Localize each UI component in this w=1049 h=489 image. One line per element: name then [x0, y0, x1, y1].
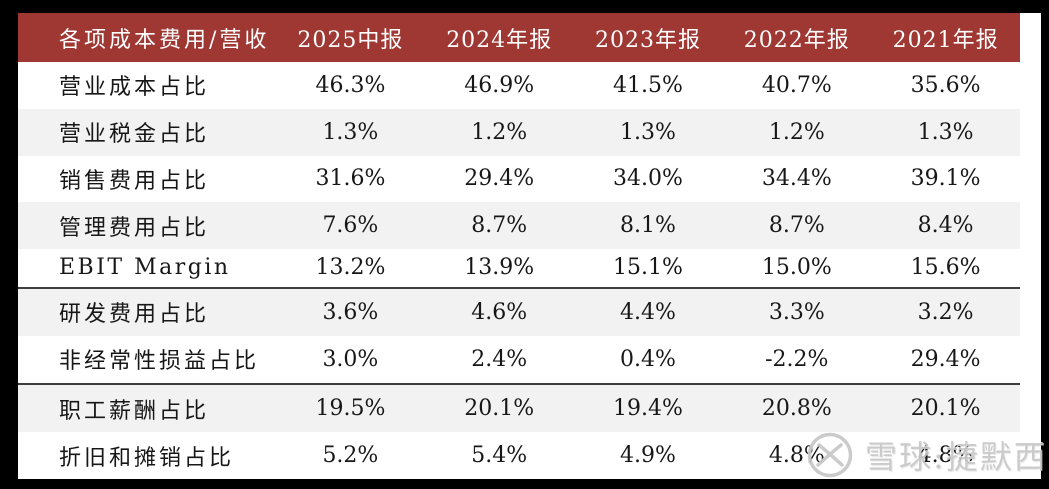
- cell-value: 8.4%: [871, 202, 1020, 250]
- header-col-2024-annual: 2024年报: [424, 13, 574, 62]
- cell-value: 19.5%: [276, 382, 425, 433]
- header-col-2023-annual: 2023年报: [573, 13, 723, 62]
- row-label: 折旧和摊销占比: [18, 432, 276, 479]
- header-col-2022-annual: 2022年报: [722, 13, 872, 62]
- cell-value: 3.2%: [871, 286, 1020, 336]
- table-row-ebit-margin: EBIT Margin 13.2% 13.9% 15.1% 15.0% 15.6…: [18, 249, 1020, 288]
- cell-value: 3.0%: [276, 335, 425, 384]
- cell-value: 15.1%: [573, 249, 723, 288]
- cell-value: 4.6%: [424, 286, 574, 336]
- cell-value: 7.6%: [276, 202, 425, 250]
- table-row-operating-cost: 营业成本占比 46.3% 46.9% 41.5% 40.7% 35.6%: [18, 62, 1020, 109]
- cell-value: 13.2%: [276, 249, 425, 288]
- row-label: 管理费用占比: [18, 202, 276, 250]
- cell-value: 1.3%: [573, 108, 723, 156]
- cell-value: 1.2%: [424, 108, 574, 156]
- cell-value: 4.8%: [722, 432, 872, 479]
- cell-value: 31.6%: [276, 155, 425, 203]
- header-col-2021-annual: 2021年报: [871, 13, 1020, 62]
- row-label: 营业税金占比: [18, 108, 276, 156]
- cell-value: 20.8%: [722, 382, 872, 433]
- cell-value: 8.7%: [424, 202, 574, 250]
- row-label: 非经常性损益占比: [18, 335, 276, 384]
- cell-value: 4.4%: [573, 286, 723, 336]
- cell-value: 46.9%: [424, 62, 574, 109]
- cell-value: 35.6%: [871, 62, 1020, 109]
- cell-value: 15.6%: [871, 249, 1020, 288]
- table-row-depreciation-amortization: 折旧和摊销占比 5.2% 5.4% 4.9% 4.8% 4.8%: [18, 432, 1020, 479]
- cell-value: 4.8%: [871, 432, 1020, 479]
- cell-value: 13.9%: [424, 249, 574, 288]
- cell-value: 3.3%: [722, 286, 872, 336]
- cell-value: 0.4%: [573, 335, 723, 384]
- cell-value: -2.2%: [722, 335, 872, 384]
- table-row-non-recurring: 非经常性损益占比 3.0% 2.4% 0.4% -2.2% 29.4%: [18, 335, 1020, 384]
- row-label: 研发费用占比: [18, 286, 276, 336]
- cell-value: 1.3%: [871, 108, 1020, 156]
- cell-value: 4.9%: [573, 432, 723, 479]
- cell-value: 3.6%: [276, 286, 425, 336]
- header-row: 各项成本费用/营收 2025中报 2024年报 2023年报 2022年报 20…: [18, 13, 1020, 62]
- header-corner-label: 各项成本费用/营收: [18, 13, 276, 62]
- cell-value: 20.1%: [871, 382, 1020, 433]
- row-label: EBIT Margin: [18, 249, 276, 288]
- table-row-staff-compensation: 职工薪酬占比 19.5% 20.1% 19.4% 20.8% 20.1%: [18, 382, 1020, 433]
- cell-value: 29.4%: [871, 335, 1020, 384]
- row-label: 职工薪酬占比: [18, 382, 276, 433]
- cell-value: 19.4%: [573, 382, 723, 433]
- row-label: 销售费用占比: [18, 155, 276, 203]
- row-label: 营业成本占比: [18, 62, 276, 109]
- cell-value: 20.1%: [424, 382, 574, 433]
- cell-value: 41.5%: [573, 62, 723, 109]
- cell-value: 8.1%: [573, 202, 723, 250]
- table-row-admin-expense: 管理费用占比 7.6% 8.7% 8.1% 8.7% 8.4%: [18, 202, 1020, 250]
- cell-value: 15.0%: [722, 249, 872, 288]
- cell-value: 39.1%: [871, 155, 1020, 203]
- cell-value: 29.4%: [424, 155, 574, 203]
- cell-value: 34.0%: [573, 155, 723, 203]
- cell-value: 40.7%: [722, 62, 872, 109]
- cell-value: 34.4%: [722, 155, 872, 203]
- table-row-rnd-expense: 研发费用占比 3.6% 4.6% 4.4% 3.3% 3.2%: [18, 286, 1020, 336]
- cell-value: 8.7%: [722, 202, 872, 250]
- header-col-2025-interim: 2025中报: [276, 13, 425, 62]
- cell-value: 1.2%: [722, 108, 872, 156]
- table-row-selling-expense: 销售费用占比 31.6% 29.4% 34.0% 34.4% 39.1%: [18, 155, 1020, 203]
- cell-value: 46.3%: [276, 62, 425, 109]
- table-row-business-tax: 营业税金占比 1.3% 1.2% 1.3% 1.2% 1.3%: [18, 108, 1020, 156]
- cell-value: 2.4%: [424, 335, 574, 384]
- cost-ratio-table: 各项成本费用/营收 2025中报 2024年报 2023年报 2022年报 20…: [18, 13, 1020, 479]
- cell-value: 5.4%: [424, 432, 574, 479]
- cell-value: 5.2%: [276, 432, 425, 479]
- cell-value: 1.3%: [276, 108, 425, 156]
- table-panel: 各项成本费用/营收 2025中报 2024年报 2023年报 2022年报 20…: [18, 13, 1041, 479]
